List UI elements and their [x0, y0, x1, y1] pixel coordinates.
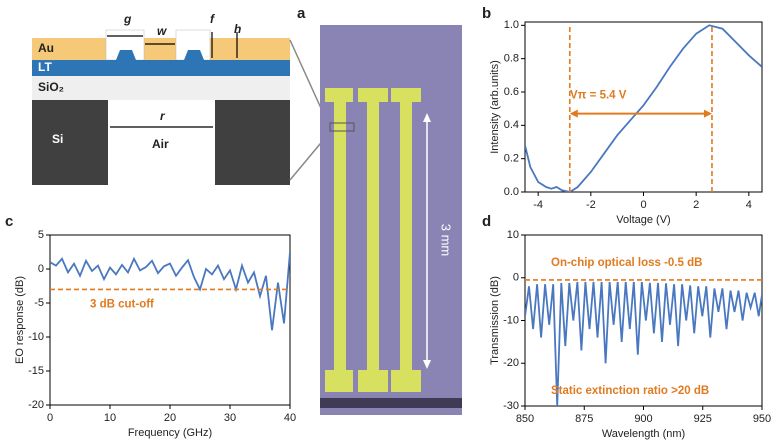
x-tick-label: -2: [586, 199, 596, 211]
y-axis-label: Transmission (dB): [489, 276, 501, 365]
y-tick-label: -10: [503, 314, 519, 326]
layer-label: SiO₂: [38, 80, 64, 94]
y-tick-label: 10: [507, 229, 519, 241]
dim-label: h: [234, 22, 241, 36]
x-tick-label: 0: [640, 199, 646, 211]
y-tick-label: 1.0: [504, 19, 519, 31]
annotation: Vπ = 5.4 V: [570, 89, 627, 101]
annotation: On-chip optical loss -0.5 dB: [551, 257, 702, 269]
x-tick-label: 950: [753, 413, 771, 425]
y-tick-label: 0.6: [504, 86, 519, 98]
scale-label: 3 mm: [439, 224, 454, 257]
x-axis-label: Frequency (GHz): [128, 427, 212, 439]
y-tick-label: -15: [28, 365, 44, 377]
y-tick-label: -10: [28, 331, 44, 343]
x-tick-label: 925: [694, 413, 712, 425]
y-tick-label: -30: [503, 400, 519, 412]
y-axis-label: EO response (dB): [14, 276, 26, 364]
layer-label: Air: [152, 137, 169, 151]
dim-label: f: [210, 12, 215, 26]
y-tick-label: 0.0: [504, 186, 519, 198]
panel-label: a: [297, 5, 306, 22]
y-tick-label: 0: [38, 263, 44, 275]
panel-label: b: [482, 5, 491, 22]
layer-label: Si: [52, 132, 63, 146]
plot-frame: [524, 21, 763, 193]
x-tick-label: 900: [634, 413, 652, 425]
annotation: Static extinction ratio >20 dB: [551, 385, 709, 397]
x-axis-label: Wavelength (nm): [602, 428, 685, 440]
cross-section: g w f h r Au LT SiO₂ Si Air: [32, 12, 331, 185]
panel-label: c: [5, 213, 13, 230]
y-tick-label: 5: [38, 229, 44, 241]
y-tick-label: -20: [503, 357, 519, 369]
x-axis-label: Voltage (V): [616, 214, 670, 226]
y-tick-label: -5: [34, 297, 44, 309]
y-tick-label: 0.8: [504, 53, 519, 65]
x-tick-label: 40: [284, 412, 296, 424]
layer-label: LT: [38, 60, 52, 74]
dim-label: r: [160, 109, 166, 123]
x-tick-label: 4: [746, 199, 752, 211]
y-tick-label: 0.2: [504, 153, 519, 165]
x-tick-label: 2: [693, 199, 699, 211]
y-axis-label: Intensity (arb.units): [489, 60, 501, 154]
layer-label: Au: [38, 41, 54, 55]
x-tick-label: -4: [533, 199, 543, 211]
arrow-head: [569, 109, 578, 118]
x-tick-label: 875: [575, 413, 593, 425]
x-tick-label: 30: [224, 412, 236, 424]
dim-label: g: [123, 12, 132, 26]
annotation: 3 dB cut-off: [90, 298, 154, 310]
panel-label: d: [482, 213, 491, 230]
arrow-head: [703, 109, 712, 118]
dim-label: w: [157, 24, 167, 38]
y-tick-label: -20: [28, 399, 44, 411]
data-line: [525, 24, 762, 192]
x-tick-label: 20: [164, 412, 176, 424]
y-tick-label: 0.4: [504, 119, 519, 131]
y-tick-label: 0: [513, 272, 519, 284]
x-tick-label: 850: [516, 413, 534, 425]
x-tick-label: 10: [104, 412, 116, 424]
micrograph: 3 mm: [320, 25, 462, 415]
x-tick-label: 0: [47, 412, 53, 424]
data-line: [50, 251, 290, 331]
data-line: [525, 281, 762, 406]
